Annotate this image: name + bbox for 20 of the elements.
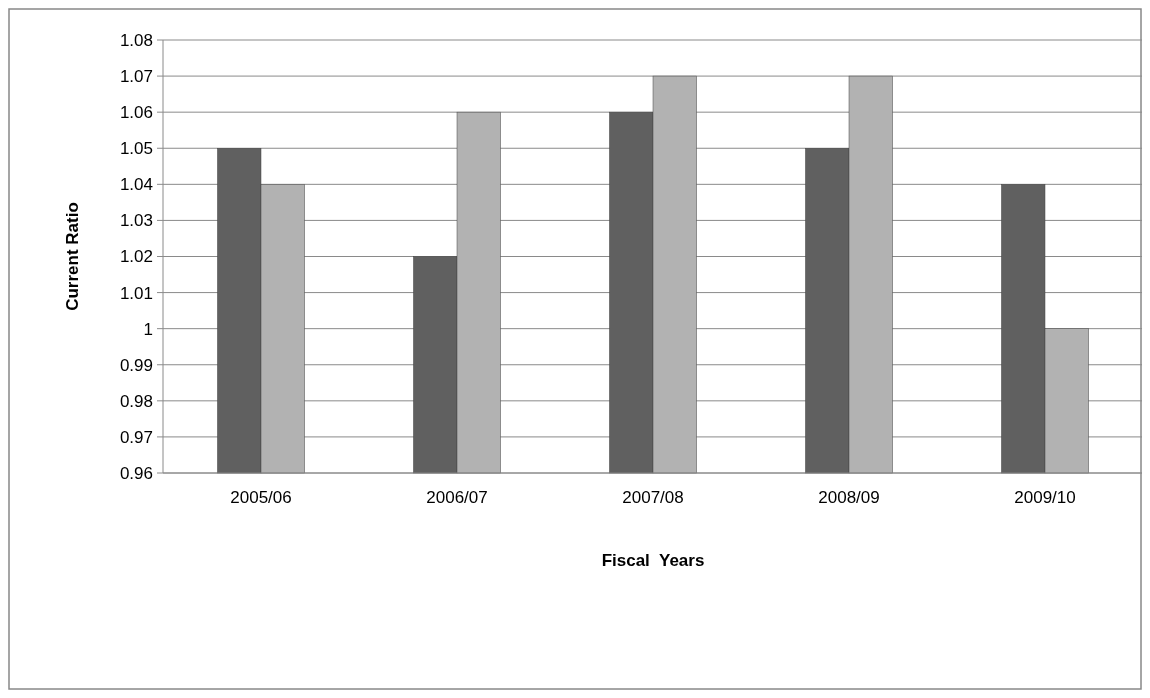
- y-tick-label: 1.05: [119, 139, 153, 159]
- x-tick-label: 2005/06: [230, 488, 292, 507]
- y-tick-label: 1.08: [119, 30, 153, 50]
- y-tick-label: 1.06: [119, 103, 153, 123]
- y-tick-label: 1.03: [119, 211, 153, 231]
- y-axis-title: Current Ratio: [63, 202, 82, 311]
- y-tick-label: 0.96: [119, 463, 153, 483]
- y-tick-label: 1.04: [119, 175, 153, 195]
- y-tick-label: 0.99: [119, 355, 153, 375]
- y-tick-label: 1.07: [119, 67, 153, 87]
- y-tick-label: 1.01: [119, 283, 153, 303]
- x-tick-label: 2008/09: [818, 488, 880, 507]
- y-tick-label: 0.98: [119, 391, 153, 411]
- y-tick-label: 1: [143, 319, 153, 339]
- y-tick-label: 1.02: [119, 247, 153, 267]
- x-tick-label: 2009/10: [1014, 488, 1076, 507]
- x-tick-label: 2007/08: [622, 488, 684, 507]
- x-tick-label: 2006/07: [426, 488, 488, 507]
- x-axis-title: Fiscal Years: [601, 551, 705, 570]
- y-tick-label: 0.97: [119, 427, 153, 447]
